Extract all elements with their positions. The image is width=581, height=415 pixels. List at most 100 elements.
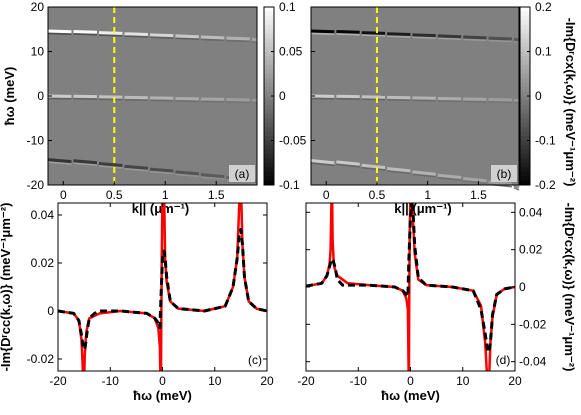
colorbar-cell xyxy=(520,113,530,119)
band-shadow xyxy=(336,33,360,36)
colorbar-tick-label: 0.05 xyxy=(279,45,303,59)
colorbar-cell xyxy=(520,162,530,168)
band-shadow xyxy=(175,37,199,40)
x-axis-label: ħω (meV) xyxy=(133,388,192,403)
band-shadow xyxy=(149,36,174,39)
band-shadow xyxy=(251,182,258,186)
colorbar-cell xyxy=(264,113,274,119)
x-axis-label: k|| (μm⁻¹) xyxy=(394,201,451,216)
band-shadow xyxy=(98,165,123,169)
band-segment xyxy=(488,36,512,41)
colorbar-cell xyxy=(264,118,274,124)
band-shadow xyxy=(463,38,487,42)
y-tick-label: 0.02 xyxy=(31,256,55,270)
colorbar-cell xyxy=(520,73,530,79)
colorbar-cell xyxy=(264,91,274,97)
colorbar-cell xyxy=(264,64,274,70)
x-tick-label: 0 xyxy=(407,374,414,388)
y-tick-label: 0 xyxy=(47,304,54,318)
x-tick-label: -10 xyxy=(350,374,368,388)
band-segment xyxy=(124,32,148,36)
colorbar-cell xyxy=(264,96,274,101)
band-segment xyxy=(73,159,98,165)
colorbar-cell xyxy=(264,122,274,128)
x-tick-label: 0.5 xyxy=(106,188,123,202)
y-tick-label: 10 xyxy=(31,45,45,59)
band-shadow xyxy=(310,162,335,167)
colorbar-cell xyxy=(520,180,530,186)
band-segment xyxy=(387,32,411,36)
colorbar-tick-label: 0.1 xyxy=(279,0,296,14)
colorbar-cell xyxy=(520,153,530,159)
colorbar-cell xyxy=(520,104,530,110)
colorbar-cell xyxy=(264,29,274,35)
band-segment xyxy=(175,170,200,176)
colorbar-tick-label: -0.05 xyxy=(279,134,307,148)
band-shadow xyxy=(149,170,174,175)
colorbar-cell xyxy=(520,109,530,115)
band-segment xyxy=(175,34,199,39)
band-shadow xyxy=(200,38,225,42)
band-shadow xyxy=(387,170,411,175)
colorbar-cell xyxy=(264,51,274,57)
colorbar-cell xyxy=(264,7,274,12)
band-segment xyxy=(200,35,225,40)
band-segment xyxy=(98,162,123,167)
band-segment xyxy=(412,33,436,38)
colorbar-cell xyxy=(520,176,530,182)
y-tick-label: -20 xyxy=(27,178,45,192)
band-segment xyxy=(463,177,487,183)
x-tick-label: 0 xyxy=(323,188,330,202)
band-shadow xyxy=(488,39,512,43)
colorbar-cell xyxy=(264,180,274,186)
colorbar-tick-label: -0.2 xyxy=(535,178,556,192)
band-shadow xyxy=(200,176,225,180)
colorbar-cell xyxy=(520,11,530,17)
colorbar-cell xyxy=(520,15,530,21)
colorbar-cell xyxy=(520,42,530,48)
colorbar-cell xyxy=(264,42,274,48)
band-shadow xyxy=(437,176,462,181)
band-shadow xyxy=(47,32,72,36)
band-segment xyxy=(361,31,386,35)
colorbar-cell xyxy=(264,158,274,164)
y-axis-label: ħω (meV) xyxy=(2,67,17,126)
band-shadow xyxy=(310,32,335,36)
colorbar-cell xyxy=(520,7,530,12)
band-shadow xyxy=(124,168,148,172)
panel-b: 0 0.5 1 1.5 (b) k|| (μm⁻¹) -Im{Dʳcx(k,ω)} (meV… xyxy=(310,0,578,216)
band-shadow xyxy=(361,166,386,171)
colorbar-cell xyxy=(520,20,530,26)
y-axis-label: -Im{Dʳcx(k,ω)} (meV⁻¹μm⁻²) xyxy=(563,18,578,187)
colorbar-cell xyxy=(520,24,530,30)
colorbar-cell xyxy=(520,33,530,39)
band-shadow xyxy=(387,35,411,38)
colorbar-cell xyxy=(264,176,274,182)
band-segment xyxy=(73,29,97,34)
colorbar-cell xyxy=(520,158,530,164)
band-shadow xyxy=(47,161,72,165)
colorbar-cell xyxy=(520,69,530,75)
colorbar-cell xyxy=(264,24,274,30)
colorbar-tick-label: -0.1 xyxy=(279,178,300,192)
y-axis-label: -Im{Dʳcc(k,ω)} (meV⁻¹μm⁻²) xyxy=(0,203,13,372)
band-segment xyxy=(437,34,462,39)
band-shadow xyxy=(73,162,97,166)
band-shadow xyxy=(361,34,386,37)
colorbar-cell xyxy=(520,91,530,97)
band-shadow xyxy=(513,187,520,191)
colorbar-cell xyxy=(520,60,530,66)
y-tick-label: 0 xyxy=(37,89,44,103)
band-shadow xyxy=(73,33,97,36)
colorbar-cell xyxy=(520,47,530,52)
colorbar-cell xyxy=(520,144,530,150)
band-segment xyxy=(336,29,360,34)
colorbar-cell xyxy=(264,55,274,61)
band-segment xyxy=(200,173,225,179)
band-shadow xyxy=(437,37,462,40)
panel-label: (b) xyxy=(497,167,512,181)
band-segment xyxy=(226,36,250,41)
colorbar-cell xyxy=(264,171,274,177)
colorbar-cell xyxy=(264,33,274,39)
